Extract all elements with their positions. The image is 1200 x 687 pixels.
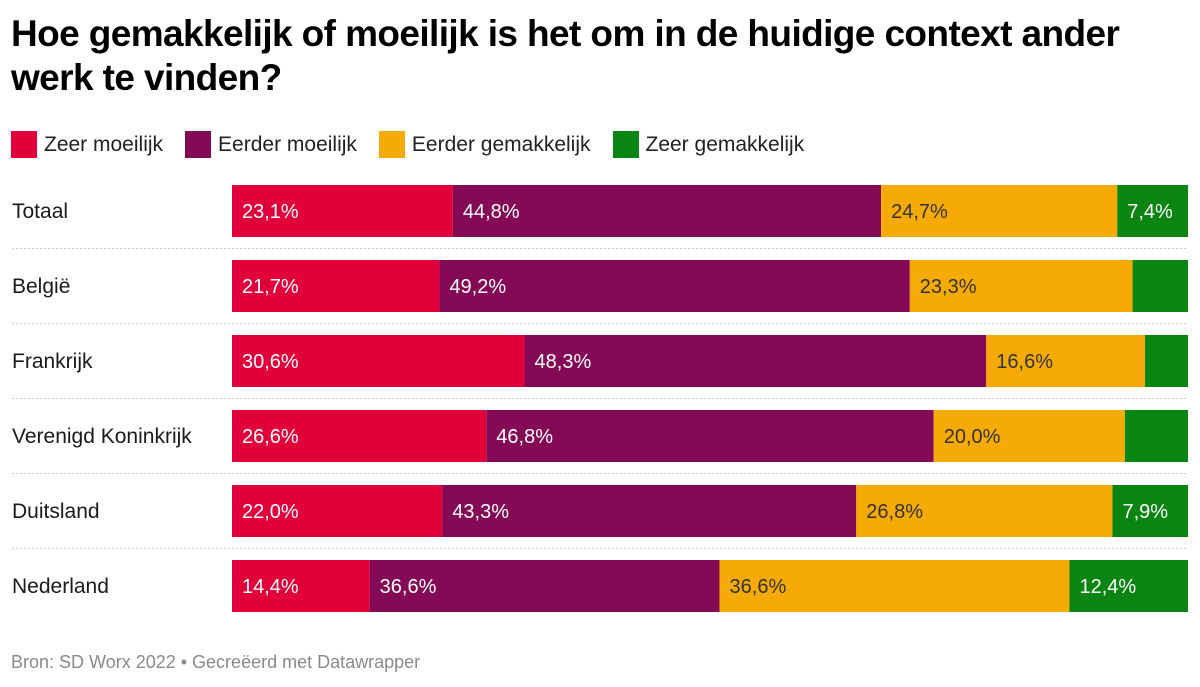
data-label: 20,0% [944, 426, 1001, 448]
data-label: 21,7% [242, 276, 299, 298]
data-label: 22,0% [242, 501, 299, 523]
data-label: 23,3% [920, 276, 977, 298]
data-label: 23,1% [242, 201, 299, 223]
legend-swatch [378, 131, 405, 158]
bar-segment-eerder-moeilijk [524, 335, 987, 387]
bar-row: Totaal 23,1% 44,8% 24,7% 7,4% [12, 185, 1188, 237]
data-label: 26,8% [866, 501, 923, 523]
bar-segment-eerder-moeilijk [442, 485, 857, 537]
category-label: Frankrijk [12, 350, 93, 373]
category-label: Totaal [12, 200, 68, 223]
data-label: 16,6% [996, 351, 1053, 373]
data-label: 36,6% [730, 576, 787, 598]
data-label: 7,9% [1122, 501, 1168, 523]
bar-segment-eerder-moeilijk [452, 185, 882, 237]
bar-row: Verenigd Koninkrijk 26,6% 46,8% 20,0% [12, 410, 1188, 462]
legend-item-zeer-gemakkelijk: Zeer gemakkelijk [612, 131, 805, 158]
bar-segment-zeer-gemakkelijk [1117, 185, 1188, 237]
chart-title: Hoe gemakkelijk of moeilijk is het om in… [11, 13, 1120, 98]
bar-segment-zeer-moeilijk [232, 335, 525, 387]
bar-segment-eerder-gemakkelijk [881, 185, 1118, 237]
bar-segment-eerder-gemakkelijk [856, 485, 1113, 537]
legend-item-zeer-moeilijk: Zeer moeilijk [11, 131, 163, 158]
category-label: Verenigd Koninkrijk [12, 425, 192, 448]
bar-segment-zeer-gemakkelijk [1069, 560, 1188, 612]
category-label: Nederland [12, 575, 109, 598]
legend-label: Eerder gemakkelijk [411, 132, 591, 156]
bar-segment-eerder-moeilijk [369, 560, 720, 612]
category-label: België [12, 275, 70, 298]
legend-swatch [185, 131, 212, 158]
data-label: 7,4% [1127, 201, 1173, 223]
legend: Zeer moeilijk Eerder moeilijk Eerder gem… [11, 131, 826, 158]
bar-segment-zeer-moeilijk [232, 185, 453, 237]
data-label: 46,8% [496, 426, 553, 448]
legend-swatch [11, 131, 37, 158]
bar-segment-eerder-gemakkelijk [719, 560, 1070, 612]
bar-row: Nederland 14,4% 36,6% 36,6% 12,4% [12, 560, 1188, 612]
bar-segment-eerder-gemakkelijk [933, 410, 1125, 462]
source-footer: Bron: SD Worx 2022 • Gecreëerd met Dataw… [11, 652, 421, 672]
legend-label: Eerder moeilijk [218, 132, 357, 156]
data-label: 36,6% [380, 576, 437, 598]
data-label: 26,6% [242, 426, 299, 448]
data-label: 49,2% [449, 276, 506, 298]
bar-segment-eerder-gemakkelijk [909, 260, 1133, 312]
bar-segment-zeer-gemakkelijk [1132, 260, 1188, 312]
bar-segment-zeer-moeilijk [232, 410, 487, 462]
bar-segment-eerder-gemakkelijk [986, 335, 1145, 387]
data-label: 14,4% [242, 576, 299, 598]
bar-segment-zeer-gemakkelijk [1112, 485, 1188, 537]
legend-item-eerder-moeilijk: Eerder moeilijk [185, 131, 357, 158]
category-label: Duitsland [12, 500, 100, 523]
bar-segment-zeer-gemakkelijk [1144, 335, 1188, 387]
data-label: 44,8% [463, 201, 520, 223]
bar-segment-eerder-moeilijk [486, 410, 934, 462]
legend-label: Zeer moeilijk [44, 132, 164, 156]
bar-segment-zeer-gemakkelijk [1124, 410, 1188, 462]
legend-item-eerder-gemakkelijk: Eerder gemakkelijk [378, 131, 591, 158]
data-label: 30,6% [242, 351, 299, 373]
data-label: 24,7% [891, 201, 948, 223]
data-label: 43,3% [452, 501, 509, 523]
bar-segment-zeer-moeilijk [232, 560, 370, 612]
bar-row: België 21,7% 49,2% 23,3% [12, 260, 1188, 312]
bar-segment-zeer-moeilijk [232, 485, 443, 537]
bar-row: Frankrijk 30,6% 48,3% 16,6% [12, 335, 1188, 387]
bar-segment-eerder-moeilijk [439, 260, 910, 312]
bar-segment-zeer-moeilijk [232, 260, 440, 312]
legend-label: Zeer gemakkelijk [645, 132, 805, 156]
stacked-bar-chart: Totaal 23,1% 44,8% 24,7% 7,4% België 21,7% 49,2… [12, 185, 1188, 612]
bar-row: Duitsland 22,0% 43,3% 26,8% 7,9% [12, 485, 1188, 537]
legend-swatch [612, 131, 639, 158]
data-label: 48,3% [535, 351, 592, 373]
data-label: 12,4% [1079, 576, 1136, 598]
